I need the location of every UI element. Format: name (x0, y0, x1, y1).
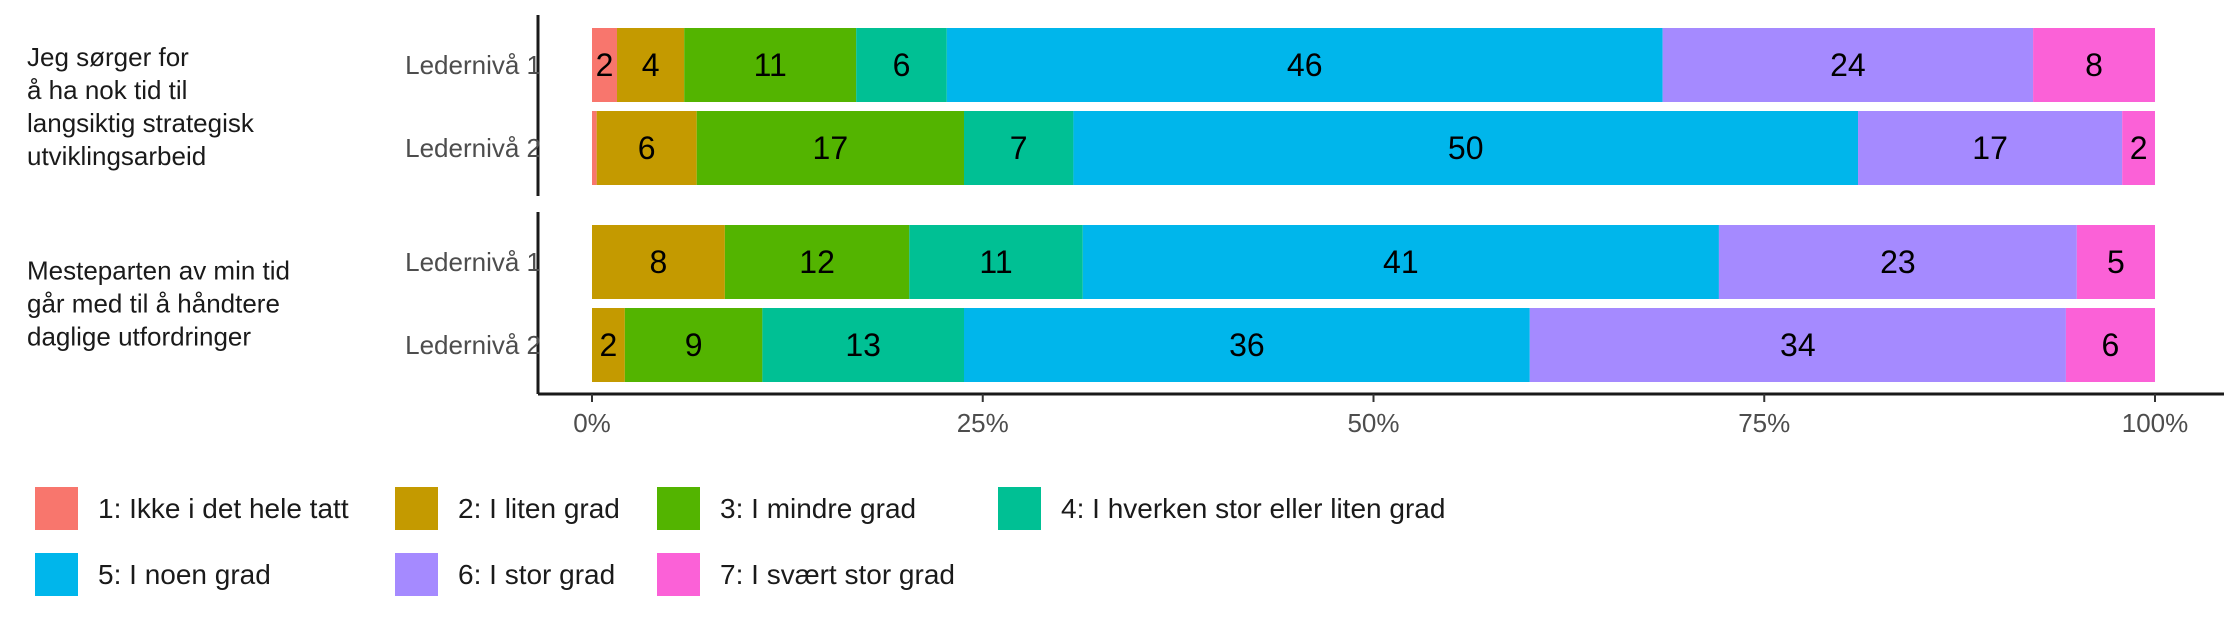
data-label: 46 (1287, 47, 1323, 83)
bar-segment (592, 225, 725, 299)
data-label: 23 (1880, 244, 1916, 280)
legend-label: 5: I noen grad (98, 559, 271, 590)
data-label: 6 (893, 47, 911, 83)
legend-swatch (657, 553, 700, 596)
bar-segment (592, 308, 625, 382)
legend-label: 1: Ikke i det hele tatt (98, 493, 349, 524)
legend-label: 6: I stor grad (458, 559, 615, 590)
legend: 1: Ikke i det hele tatt 2: I liten grad 3:… (35, 487, 1445, 596)
legend-swatch (998, 487, 1041, 530)
row-label: Ledernivå 1 (405, 247, 541, 277)
data-label: 6 (2102, 327, 2120, 363)
bar-segment (963, 308, 1530, 382)
data-label: 8 (650, 244, 668, 280)
bar-segment (617, 28, 685, 102)
group-label-line: daglige utfordringer (27, 322, 251, 352)
x-tick-label: 0% (573, 408, 611, 438)
legend-label: 7: I svært stor grad (720, 559, 955, 590)
data-label: 36 (1229, 327, 1265, 363)
bar-segment (2076, 225, 2155, 299)
legend-swatch (395, 487, 438, 530)
bar-segment (2122, 111, 2155, 185)
bar-segment (1082, 225, 1719, 299)
data-label: 5 (2107, 244, 2125, 280)
bar-segment (1718, 225, 2077, 299)
data-label: 41 (1383, 244, 1419, 280)
bar-segment (2065, 308, 2155, 382)
legend-label: 2: I liten grad (458, 493, 620, 524)
data-label: 8 (2085, 47, 2103, 83)
bar-segment (1529, 308, 2066, 382)
bar-segment (963, 111, 1074, 185)
bar-segment (1073, 111, 1859, 185)
bar-segment (1858, 111, 2123, 185)
data-label: 2 (596, 47, 614, 83)
row-label: Ledernivå 1 (405, 50, 541, 80)
x-tick-label: 50% (1347, 408, 1399, 438)
group-label-line: Jeg sørger for (27, 42, 189, 72)
bar-segment (2033, 28, 2155, 102)
data-label: 11 (979, 244, 1012, 280)
bar-segment (684, 28, 857, 102)
data-label: 6 (638, 130, 656, 166)
x-tick-label: 100% (2122, 408, 2189, 438)
bar-segment (696, 111, 964, 185)
group-label-line: langsiktig strategisk (27, 108, 255, 138)
data-label: 4 (642, 47, 660, 83)
data-label: 2 (2130, 130, 2148, 166)
legend-swatch (657, 487, 700, 530)
data-label: 2 (600, 327, 618, 363)
bar-segment (724, 225, 910, 299)
data-label: 24 (1830, 47, 1866, 83)
legend-label: 4: I hverken stor eller liten grad (1061, 493, 1445, 524)
bar-segment (592, 28, 618, 102)
bar-segment (909, 225, 1083, 299)
group-label-line: går med til å håndtere (27, 289, 280, 319)
group-label-line: å ha nok tid til (27, 75, 187, 105)
legend-swatch (35, 487, 78, 530)
data-label: 7 (1010, 130, 1028, 166)
data-label: 9 (685, 327, 703, 363)
bar-segment (946, 28, 1663, 102)
bar-segment (592, 111, 597, 185)
legend-label: 3: I mindre grad (720, 493, 916, 524)
bar-segment (1662, 28, 2034, 102)
data-label: 17 (813, 130, 849, 166)
data-label: 34 (1780, 327, 1816, 363)
bar-segment (762, 308, 964, 382)
axes-layer: 0% 25% 50% 75% 100% (536, 15, 2224, 438)
row-label: Ledernivå 2 (405, 133, 541, 163)
x-tick-label: 75% (1738, 408, 1790, 438)
group-label-line: Mesteparten av min tid (27, 256, 290, 286)
data-label: 17 (1972, 130, 2008, 166)
bar-segment (856, 28, 947, 102)
x-tick-label: 25% (957, 408, 1009, 438)
group-label-line: utviklingsarbeid (27, 141, 206, 171)
data-label: 11 (754, 47, 787, 83)
bars-layer (592, 28, 2155, 382)
legend-swatch (395, 553, 438, 596)
data-label: 12 (799, 244, 835, 280)
row-label: Ledernivå 2 (405, 330, 541, 360)
legend-swatch (35, 553, 78, 596)
data-label: 50 (1448, 130, 1484, 166)
data-label: 13 (845, 327, 881, 363)
bar-segment (596, 111, 697, 185)
bar-segment (624, 308, 763, 382)
